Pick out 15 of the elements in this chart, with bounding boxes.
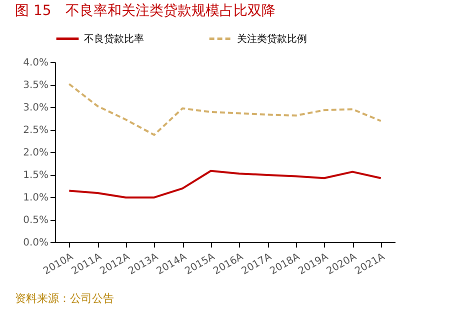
y-tick-label: 4.0% <box>23 58 48 68</box>
text: 资料来源：公司公告 <box>15 292 114 305</box>
line-series <box>68 170 382 198</box>
line-series <box>68 83 382 136</box>
legend-label: 关注类贷款比例 <box>237 32 307 45</box>
y-tick-label: 2.5% <box>23 125 48 136</box>
chart-title: 图 15 不良率和关注类贷款规模占比双降 <box>15 3 276 19</box>
legend-label: 不良贷款比率 <box>84 32 144 45</box>
y-tick-label: 3.5% <box>23 80 48 91</box>
y-tick-label: 0.0% <box>23 238 48 248</box>
y-tick-label: 2.0% <box>23 148 48 158</box>
y-tick-label: 1.0% <box>23 192 48 204</box>
y-tick-label: 0.5% <box>23 215 48 226</box>
y-tick-label: 3.0% <box>23 102 48 114</box>
y-tick-label: 1.5% <box>23 170 48 181</box>
